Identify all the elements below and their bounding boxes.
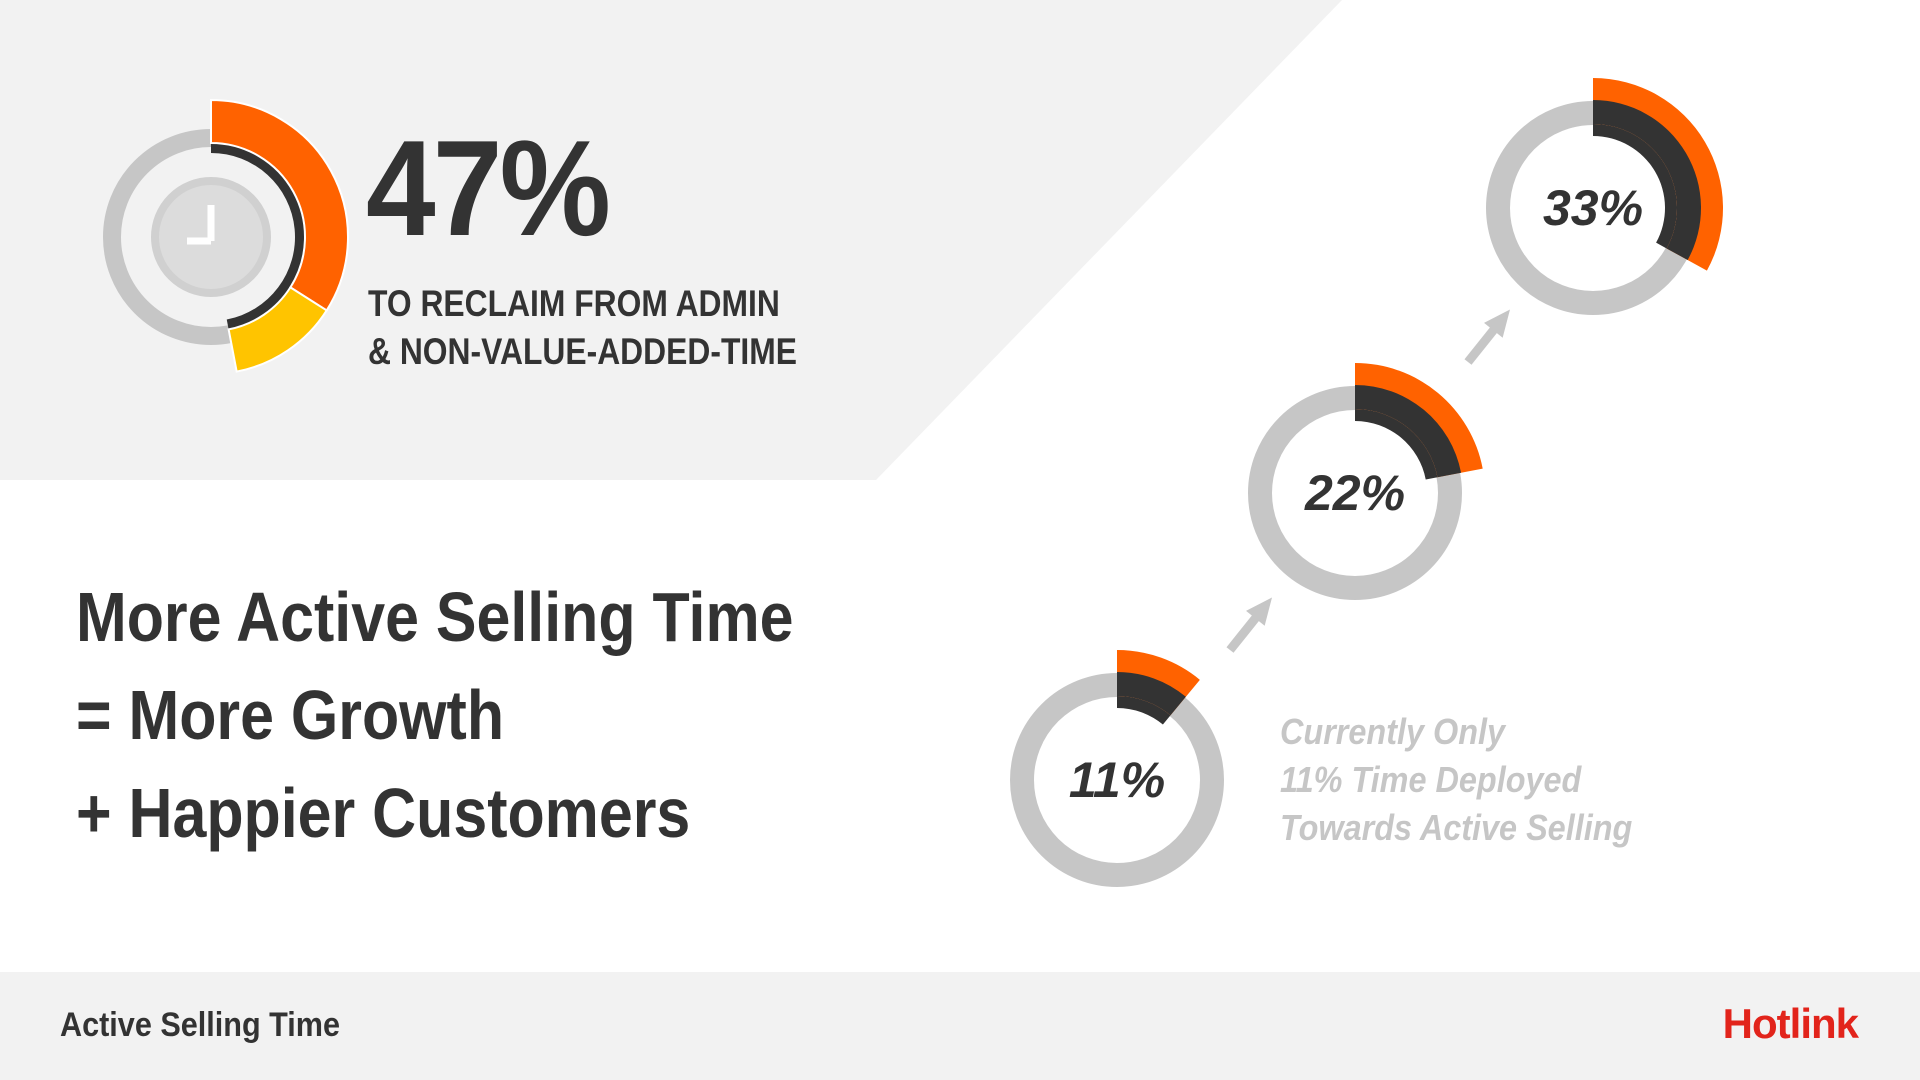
tagline: More Active Selling Time = More Growth +… bbox=[76, 568, 793, 862]
tagline-line2: = More Growth bbox=[76, 676, 505, 754]
headline-subtitle: TO RECLAIM FROM ADMIN & NON-VALUE-ADDED-… bbox=[368, 280, 797, 376]
headline-subtitle-line2: & NON-VALUE-ADDED-TIME bbox=[368, 331, 797, 372]
growth-ring-inner-arc bbox=[1355, 409, 1438, 480]
growth-ring-dark-band bbox=[1117, 672, 1186, 716]
current-note: Currently Only 11% Time Deployed Towards… bbox=[1280, 708, 1632, 852]
headline-ring-segment-orange bbox=[210, 98, 349, 312]
headline-ring-segment-yellow bbox=[227, 285, 329, 373]
note-line1: Currently Only bbox=[1280, 711, 1506, 752]
growth-ring-label: 33% bbox=[1542, 180, 1644, 236]
arrow-head-icon bbox=[1484, 309, 1510, 338]
headline-ring-inner-arc bbox=[211, 143, 305, 330]
footer-bar: Active Selling Time Hotlink bbox=[0, 972, 1920, 1080]
arrow-head-icon bbox=[1246, 597, 1272, 626]
growth-ring-label: 22% bbox=[1304, 465, 1406, 521]
headline-percent: 47% bbox=[366, 112, 611, 264]
note-line3: Towards Active Selling bbox=[1280, 807, 1633, 848]
footer-title: Active Selling Time bbox=[60, 1006, 341, 1044]
growth-ring-dark-band bbox=[1593, 100, 1701, 261]
growth-ring-inner-arc bbox=[1117, 696, 1171, 725]
brand-logo: Hotlink bbox=[1722, 1000, 1859, 1047]
growth-ring-inner-arc bbox=[1593, 124, 1677, 249]
tagline-line3: + Happier Customers bbox=[76, 774, 691, 852]
tagline-line1: More Active Selling Time bbox=[76, 578, 794, 656]
note-line2: 11% Time Deployed bbox=[1280, 759, 1582, 800]
headline-subtitle-line1: TO RECLAIM FROM ADMIN bbox=[368, 283, 780, 324]
growth-ring-dark-band bbox=[1355, 385, 1462, 478]
growth-ring-label: 11% bbox=[1068, 752, 1166, 808]
